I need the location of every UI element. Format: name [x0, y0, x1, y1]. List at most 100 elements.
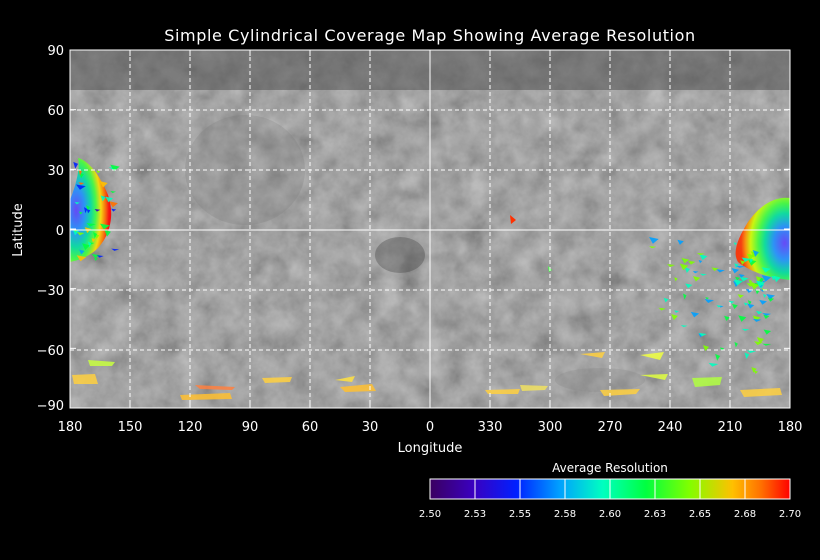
- coverage-overlay: [70, 158, 790, 400]
- coverage-fragment: [79, 249, 85, 255]
- coverage-fragment: [690, 311, 700, 318]
- coverage-fragment: [679, 263, 689, 271]
- coverage-fragment: [82, 243, 90, 251]
- coverage-fragment: [716, 305, 722, 308]
- coverage-fragment: [73, 161, 79, 169]
- coverage-fragment: [734, 263, 739, 268]
- colorbar-tick-labels: 2.50 2.53 2.55 2.58 2.60 2.63 2.65 2.68 …: [419, 509, 801, 520]
- coverage-fragment: [692, 271, 699, 274]
- coverage-fragment: [110, 190, 117, 194]
- coverage-fragment: [105, 196, 114, 203]
- latitude-tick-marks: [70, 49, 790, 409]
- longitude-tick-labels: 180 150 120 90 60 30 0 330 300 270 240 2…: [58, 420, 803, 435]
- coverage-fragment: [705, 297, 710, 300]
- coverage-fragment: [735, 265, 746, 268]
- coverage-fragment: [704, 298, 714, 303]
- coverage-fragment: [747, 303, 755, 309]
- y-tick-label: 60: [47, 104, 64, 119]
- coverage-fragment: [692, 276, 701, 282]
- coverage-fragment: [761, 267, 771, 273]
- coverage-fragment: [708, 362, 719, 367]
- coverage-fragment: [674, 277, 678, 282]
- colorbar-tick-label: 2.58: [554, 509, 576, 520]
- colorbar-tick-label: 2.53: [464, 509, 486, 520]
- coverage-fragment: [99, 223, 110, 230]
- colorbar-tick-label: 2.50: [419, 509, 441, 520]
- coverage-fragment: [93, 232, 98, 239]
- coverage-fragment: [696, 253, 706, 256]
- coverage-fragment: [663, 297, 669, 303]
- coverage-fragment: [752, 315, 761, 322]
- coverage-fragment: [76, 184, 86, 190]
- coverage-fragment: [74, 201, 80, 205]
- coverage-fragment: [711, 267, 719, 271]
- coverage-fragment: [94, 209, 101, 212]
- coverage-fragment: [91, 253, 101, 258]
- coverage-fragment: [738, 273, 745, 278]
- colorbar-title: Average Resolution: [552, 461, 668, 475]
- x-tick-label: 240: [658, 420, 683, 435]
- coverage-fragment: [762, 280, 766, 284]
- x-tick-label: 330: [478, 420, 503, 435]
- coverage-fragment: [746, 253, 755, 260]
- coverage-fragment: [724, 315, 730, 322]
- coverage-fragment: [78, 182, 85, 185]
- coverage-fragment: [734, 276, 741, 281]
- coverage-fragment: [698, 259, 703, 264]
- coverage-fragment: [78, 169, 82, 176]
- colorbar-tick-label: 2.55: [509, 509, 531, 520]
- coverage-fragment: [91, 238, 96, 243]
- coverage-fragment: [698, 332, 707, 337]
- coverage-fragment: [763, 294, 767, 298]
- coverage-fragment: [753, 370, 759, 374]
- coverage-fragment: [699, 273, 707, 276]
- coverage-fragment: [756, 310, 763, 315]
- coverage-fragment: [733, 279, 743, 286]
- coverage-fragment: [715, 353, 721, 361]
- map-plot-area: [70, 50, 790, 408]
- x-axis-label: Longitude: [398, 441, 463, 456]
- coverage-fragment: [739, 276, 749, 282]
- coverage-fragment: [741, 328, 750, 331]
- coverage-fragment: [684, 267, 691, 273]
- map-center-lines: [70, 50, 790, 408]
- x-tick-label: 90: [242, 420, 259, 435]
- coverage-fragment: [86, 205, 90, 212]
- coverage-fragment: [94, 257, 98, 261]
- coverage-fragment: [104, 229, 111, 237]
- coverage-fragment: [677, 239, 684, 245]
- coverage-fragment: [752, 318, 762, 322]
- coverage-fragment: [671, 314, 678, 321]
- x-tick-label: 180: [58, 420, 83, 435]
- coverage-fragment: [720, 347, 725, 351]
- coverage-fragment: [649, 236, 659, 244]
- y-tick-label: −30: [37, 284, 64, 299]
- x-tick-label: 300: [538, 420, 563, 435]
- x-tick-label: 0: [426, 420, 434, 435]
- coverage-fragment: [748, 279, 753, 285]
- coverage-fragment: [83, 207, 88, 214]
- coverage-fragment: [674, 310, 680, 313]
- coverage-fragment: [109, 201, 118, 208]
- coverage-fragment: [743, 302, 749, 306]
- coverage-fragment: [731, 268, 740, 274]
- map-title: Simple Cylindrical Coverage Map Showing …: [164, 26, 696, 45]
- coverage-fragment: [761, 275, 772, 282]
- coverage-fragment: [76, 255, 87, 262]
- latitude-tick-labels: 90 60 30 0 −30 −60 −90: [37, 44, 64, 414]
- x-tick-label: 270: [598, 420, 623, 435]
- coverage-fragment: [762, 313, 772, 316]
- y-tick-label: −90: [37, 399, 64, 414]
- coverage-speck: [510, 215, 516, 224]
- coverage-strips-south: [72, 352, 782, 400]
- coverage-fragment: [666, 264, 676, 268]
- coverage-fragment: [733, 242, 737, 246]
- coverage-fragment: [756, 337, 765, 344]
- coverage-fragment: [96, 255, 104, 258]
- x-tick-label: 120: [178, 420, 203, 435]
- coverage-fragment: [759, 299, 767, 305]
- colorbar-tick-label: 2.60: [599, 509, 621, 520]
- coverage-fragment: [79, 211, 83, 215]
- coverage-fragment: [680, 325, 688, 328]
